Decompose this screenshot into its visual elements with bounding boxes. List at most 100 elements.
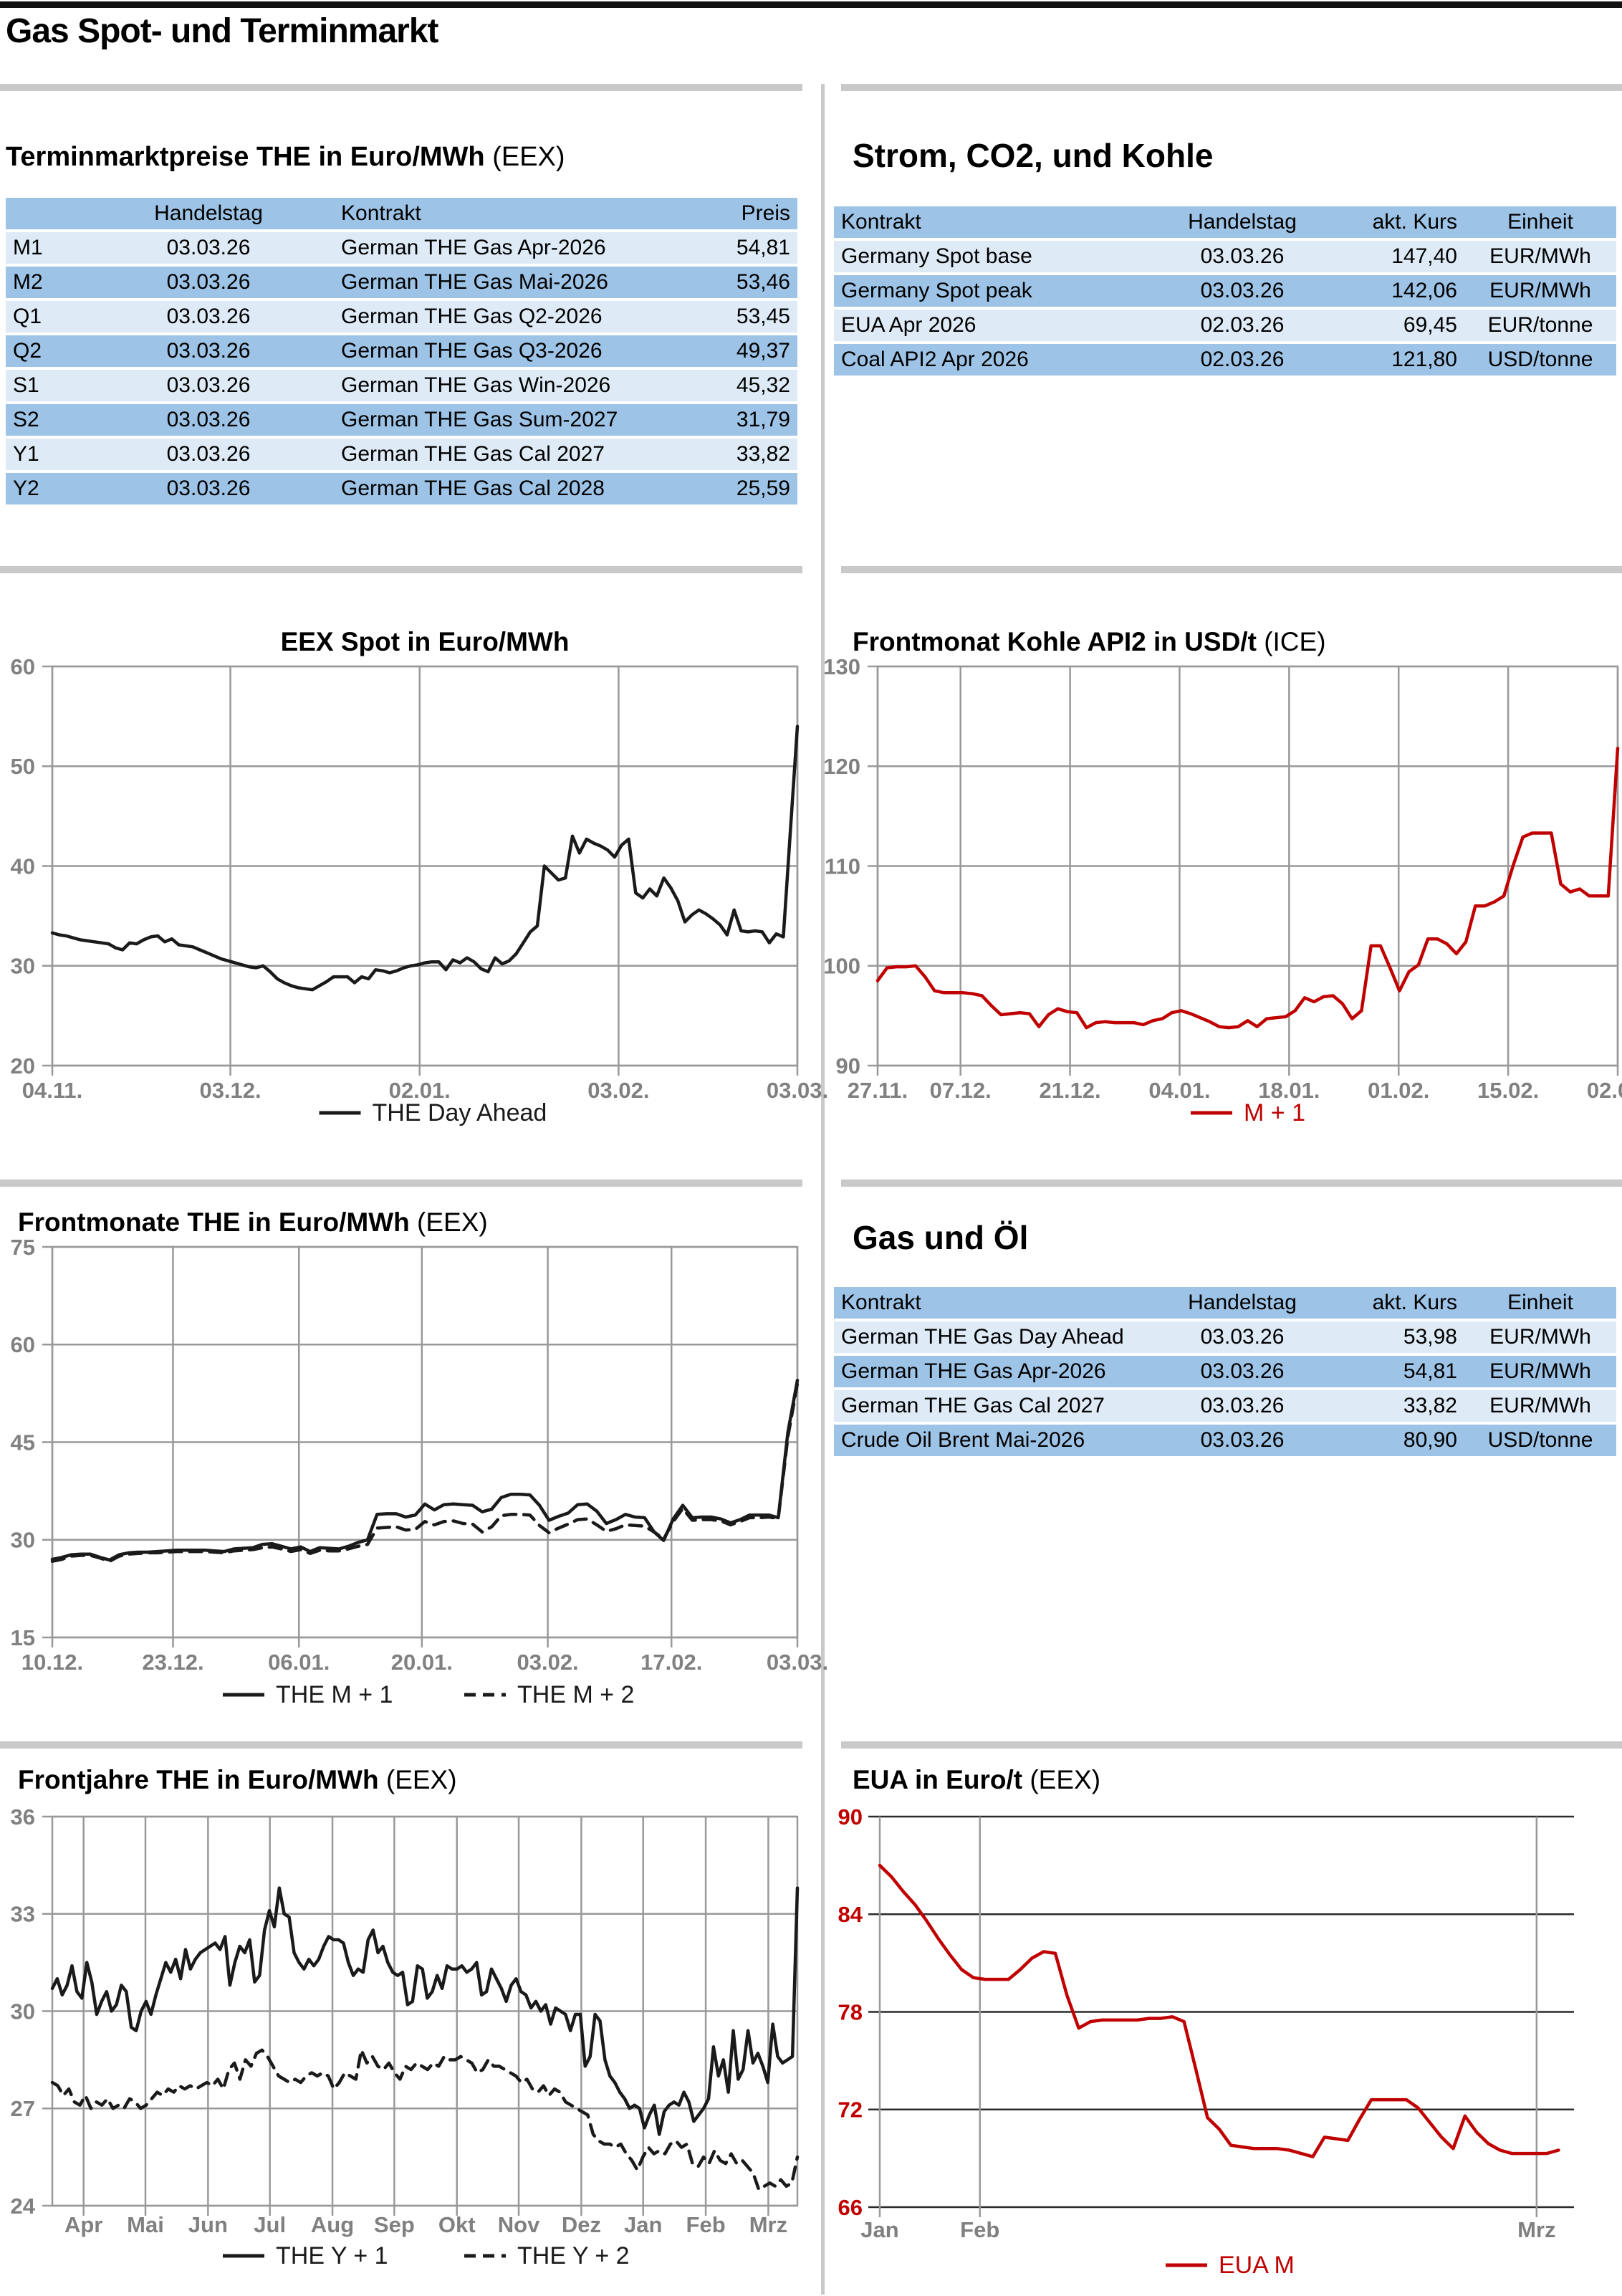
cell: EUA Apr 2026 [841, 313, 976, 337]
x-tick-label: 17.02. [640, 1650, 702, 1675]
series-eua-m [878, 1863, 1560, 2158]
top-rule [0, 1, 1622, 8]
series-the-m-+-2 [50, 1382, 800, 1563]
y-tick-label: 30 [11, 954, 35, 979]
cell: 03.03.26 [1200, 244, 1285, 268]
table-row: Y1 03.03.26 German THE Gas Cal 2027 33,82 [6, 439, 797, 470]
x-tick-label: Nov [498, 2212, 540, 2237]
x-tick-label: 20.01. [391, 1650, 453, 1675]
heading-text: Terminmarktpreise THE in Euro/MWh [6, 142, 485, 172]
cell: 03.03.26 [166, 305, 251, 328]
cell: German THE Gas Cal 2027 [841, 1394, 1105, 1417]
cell: German THE Gas Apr-2026 [341, 236, 606, 259]
cell: Y1 [13, 442, 39, 466]
y-tick-label: 110 [825, 853, 860, 879]
x-tick-label: 10.12. [21, 1650, 83, 1675]
series-the-y-+-2 [50, 2048, 800, 2191]
y-tick-label: 84 [838, 1902, 863, 1927]
legend-label: THE M + 2 [517, 1681, 634, 1708]
x-tick-label: 02.01. [389, 1078, 451, 1103]
y-tick-label: 30 [11, 1528, 35, 1553]
cell: 03.03.26 [1200, 1428, 1285, 1452]
x-tick-label: Feb [686, 2212, 726, 2237]
x-tick-label: 07.12. [930, 1078, 992, 1103]
cell: 03.03.26 [166, 270, 251, 294]
section-rule [0, 1741, 802, 1749]
series-the-m-+-1 [50, 1378, 800, 1562]
cell: M2 [13, 270, 43, 294]
cell: 33,82 [1403, 1394, 1457, 1417]
x-tick-label: 21.12. [1039, 1078, 1100, 1103]
x-tick-label: 06.01. [268, 1650, 330, 1675]
chart-title: EUA in Euro/t (EEX) [853, 1765, 1100, 1794]
cell: EUR/MWh [1489, 279, 1591, 302]
header-row: Handelstag Kontrakt Preis [6, 198, 797, 229]
table-row: Coal API2 Apr 2026 02.03.26 121,80 USD/tonn… [834, 344, 1616, 376]
y-tick-label: 20 [11, 1053, 35, 1078]
x-tick-label: Jan [860, 2217, 898, 2242]
cell: EUR/tonne [1487, 313, 1593, 337]
section-rule [841, 566, 1622, 573]
frontjahre-the-chart: 24 27 30 33 36 Apr Mai Jun Jul Aug Sep Okt Nov Dez Jan… [11, 1765, 800, 2269]
cell: 03.03.26 [166, 477, 251, 500]
frontmonate-the-chart: 15 30 45 60 75 10.12. 23.12. 06.01. 20.01. 03.02.… [11, 1207, 829, 1708]
cell: 25,59 [736, 477, 790, 500]
x-tick-label: Jun [188, 2212, 228, 2237]
x-tick-label: 04.11. [22, 1078, 82, 1103]
heading-suffix: (EEX) [492, 142, 565, 172]
cell: German THE Gas Sum-2027 [341, 408, 618, 431]
y-tick-label: 100 [823, 954, 860, 979]
table-row: EUA Apr 2026 02.03.26 69,45 EUR/tonne [834, 310, 1616, 341]
table-row: Q1 03.03.26 German THE Gas Q2-2026 53,45 [6, 301, 797, 333]
x-tick-label: Jul [254, 2212, 286, 2237]
x-tick-label: Dez [562, 2212, 601, 2237]
eua-chart: 66 72 78 84 90 Jan Feb Mrz EUA in Euro/t (EEX) EU… [838, 1765, 1574, 2279]
x-tick-label: 15.02. [1477, 1078, 1539, 1103]
table-row: S1 03.03.26 German THE Gas Win-2026 45,32 [6, 370, 797, 401]
y-tick-label: 120 [823, 754, 860, 779]
heading-terminmarktpreise: Terminmarktpreise THE in Euro/MWh (EEX) [6, 142, 565, 173]
cell: 03.03.26 [1200, 1394, 1285, 1417]
terminmarkt-table-wrap: Handelstag Kontrakt Preis M1 03.03.26 German … [6, 195, 797, 507]
cell: Crude Oil Brent Mai-2026 [841, 1428, 1085, 1452]
y-tick-label: 40 [11, 853, 35, 879]
gas-oel-table: Kontrakt Handelstag akt. Kurs Einheit German… [834, 1284, 1616, 1459]
table-row: M2 03.03.26 German THE Gas Mai-2026 53,46 [6, 267, 797, 298]
column-header: Handelstag [1188, 1291, 1297, 1314]
x-tick-label: 04.01. [1148, 1078, 1210, 1103]
column-divider [821, 84, 825, 2295]
cell: S1 [13, 373, 39, 397]
eex-spot-chart: 20 30 40 50 60 04.11. 03.12. 02.01. 03.02. 03.03.… [11, 627, 829, 1127]
column-header [6, 198, 83, 229]
cell: 45,32 [736, 373, 790, 397]
x-tick-label: Jan [624, 2212, 662, 2237]
cell: 80,90 [1403, 1428, 1457, 1452]
x-tick-label: 23.12. [142, 1650, 203, 1675]
column-header: Handelstag [154, 201, 263, 225]
y-tick-label: 24 [11, 2194, 36, 2219]
column-header: Kontrakt [341, 201, 421, 225]
x-tick-label: 03.02. [587, 1078, 649, 1103]
cell: USD/tonne [1487, 1428, 1593, 1452]
cell: 03.03.26 [166, 236, 251, 259]
x-tick-label: Mai [127, 2212, 164, 2237]
cell: 53,45 [736, 305, 790, 328]
legend-label: THE Y + 2 [517, 2242, 630, 2269]
cell: Germany Spot base [841, 244, 1032, 268]
y-tick-label: 50 [11, 754, 35, 779]
chart-title: Frontmonat Kohle API2 in USD/t (ICE) [853, 627, 1326, 656]
cell: 03.03.26 [1200, 279, 1285, 302]
y-tick-label: 90 [836, 1053, 860, 1078]
y-tick-label: 30 [11, 1999, 35, 2024]
cell: German THE Gas Apr-2026 [841, 1359, 1106, 1383]
cell: Q2 [13, 339, 42, 363]
chart-title: EEX Spot in Euro/MWh [281, 627, 570, 656]
section-rule [0, 1180, 802, 1187]
y-tick-label: 90 [838, 1804, 863, 1829]
y-tick-label: 130 [823, 654, 860, 679]
column-header: akt. Kurs [1372, 210, 1457, 234]
table-row: Crude Oil Brent Mai-2026 03.03.26 80,90 USD… [834, 1425, 1616, 1456]
x-tick-label: 27.11. [848, 1078, 908, 1103]
legend-label: THE M + 1 [276, 1681, 393, 1708]
table-row: German THE Gas Apr-2026 03.03.26 54,81 EUR/… [834, 1356, 1616, 1387]
